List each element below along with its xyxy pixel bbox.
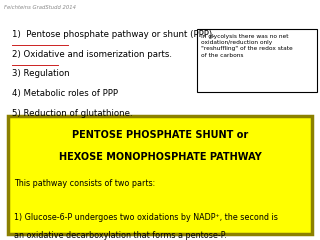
Text: Feichteins GradStudd 2014: Feichteins GradStudd 2014	[4, 5, 76, 10]
Text: 3) Regulation: 3) Regulation	[12, 69, 70, 78]
Text: This pathway consists of two parts:: This pathway consists of two parts:	[14, 179, 155, 188]
Text: 2) Oxidative and isomerization parts.: 2) Oxidative and isomerization parts.	[12, 50, 172, 59]
FancyBboxPatch shape	[197, 29, 317, 92]
Text: 5) Reduction of glutathione.: 5) Reduction of glutathione.	[12, 109, 133, 118]
Text: PENTOSE PHOSPHATE SHUNT or: PENTOSE PHOSPHATE SHUNT or	[72, 130, 248, 140]
Text: 1) Glucose-6-P undergoes two oxidations by NADP⁺, the second is: 1) Glucose-6-P undergoes two oxidations …	[14, 213, 278, 222]
FancyBboxPatch shape	[8, 116, 312, 234]
Text: HEXOSE MONOPHOSPHATE PATHWAY: HEXOSE MONOPHOSPHATE PATHWAY	[59, 152, 261, 162]
Text: 1)  Pentose phosphate pathway or shunt (PPP).: 1) Pentose phosphate pathway or shunt (P…	[12, 30, 215, 39]
Text: In glycolysis there was no net
oxidation/reduction only
"reshuffling" of the red: In glycolysis there was no net oxidation…	[201, 34, 292, 58]
Text: 4) Metabolic roles of PPP: 4) Metabolic roles of PPP	[12, 89, 118, 98]
Text: an oxidative decarboxylation that forms a pentose-P.: an oxidative decarboxylation that forms …	[14, 231, 227, 240]
